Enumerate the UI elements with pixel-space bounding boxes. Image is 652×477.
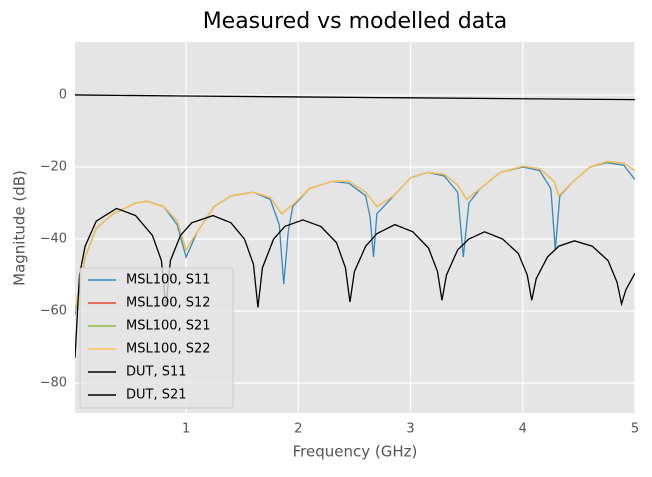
y-axis-label: Magnitude (dB)	[11, 170, 29, 286]
x-tick-label: 2	[294, 422, 302, 437]
series-line	[75, 160, 635, 312]
chart-title: Measured vs modelled data	[203, 9, 508, 34]
x-tick-label: 5	[631, 422, 639, 437]
legend-label: DUT, S11	[126, 365, 187, 380]
y-tick-label: −80	[40, 376, 67, 391]
y-tick-label: −20	[40, 159, 67, 174]
x-tick-label: 3	[406, 422, 414, 437]
series-line	[75, 94, 635, 101]
legend-label: MSL100, S11	[126, 273, 211, 288]
y-tick-label: 0	[59, 87, 67, 102]
x-tick-label: 1	[182, 422, 190, 437]
x-tick-label: 4	[519, 422, 527, 437]
legend-label: DUT, S21	[126, 388, 187, 403]
legend-label: MSL100, S22	[126, 342, 211, 357]
y-tick-label: −40	[40, 232, 67, 247]
y-tick-label: −60	[40, 304, 67, 319]
legend-box	[79, 267, 234, 409]
series-line	[75, 162, 635, 315]
legend-label: MSL100, S21	[126, 319, 211, 334]
legend-label: MSL100, S12	[126, 296, 211, 311]
x-axis-label: Frequency (GHz)	[293, 443, 418, 461]
